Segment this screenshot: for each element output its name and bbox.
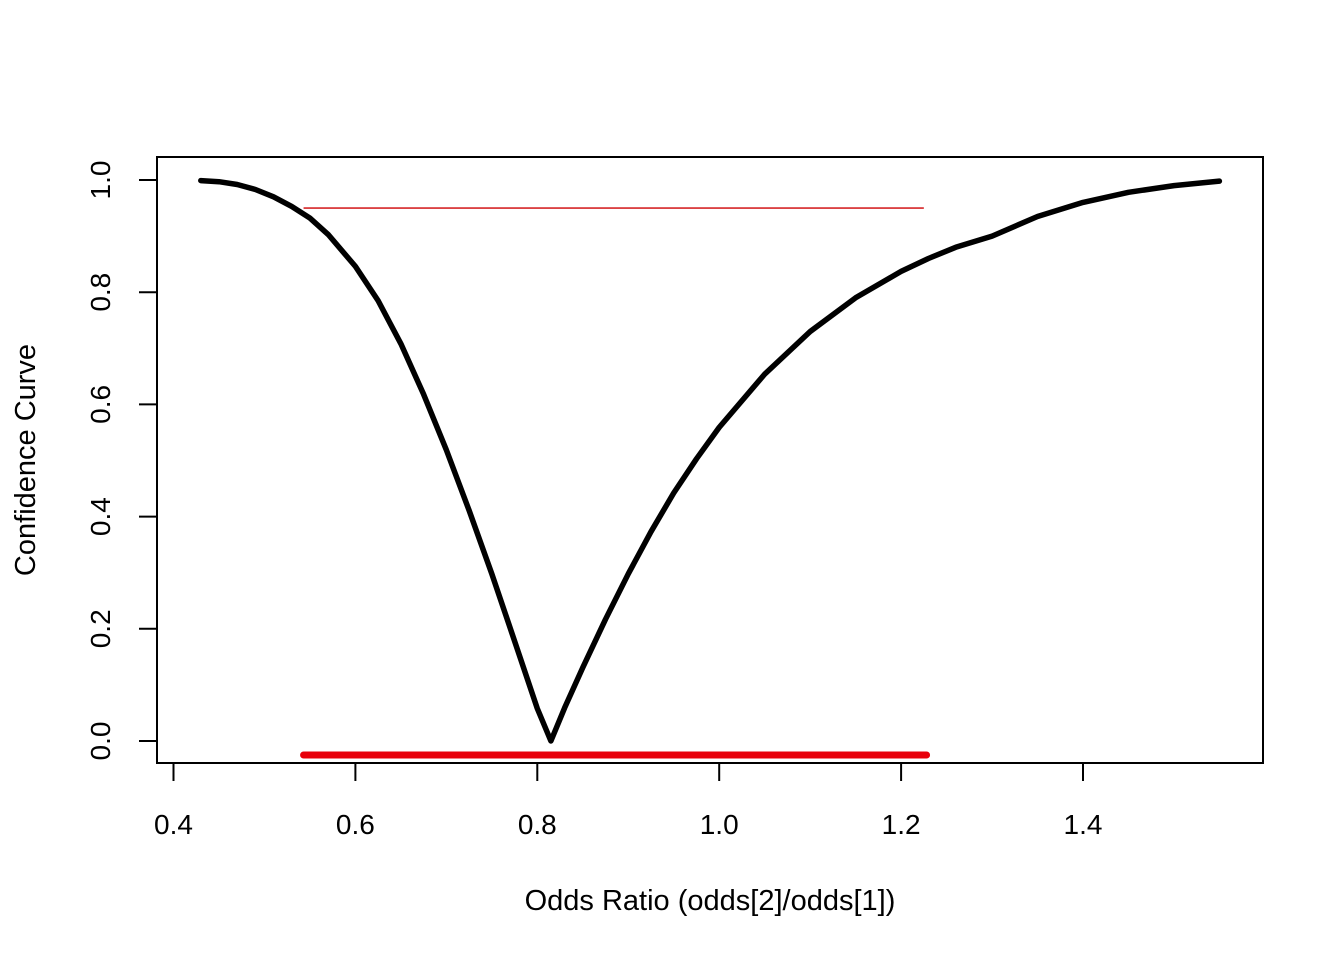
x-tick-label: 0.6	[336, 809, 375, 840]
x-axis-title: Odds Ratio (odds[2]/odds[1])	[525, 885, 896, 917]
y-axis-title: Confidence Curve	[10, 344, 42, 576]
y-tick-label: 0.4	[85, 497, 116, 536]
y-tick-label: 0.0	[85, 722, 116, 761]
confidence-curve-line	[198, 177, 1223, 744]
y-tick-label: 0.8	[85, 273, 116, 312]
x-tick-label: 1.0	[700, 809, 739, 840]
x-tick-label: 0.4	[154, 809, 193, 840]
plot-marks	[198, 177, 1223, 759]
x-tick-label: 1.4	[1064, 809, 1103, 840]
x-tick-label: 0.8	[518, 809, 557, 840]
plot-box	[156, 156, 1264, 764]
x-tick-label: 1.2	[882, 809, 921, 840]
y-tick-label: 0.2	[85, 609, 116, 648]
x-axis: 0.4 0.6 0.8 1.0 1.2 1.4	[154, 762, 1103, 840]
y-tick-label: 1.0	[85, 161, 116, 200]
y-axis: 0.0 0.2 0.4 0.6 0.8 1.0	[85, 161, 158, 761]
y-tick-label: 0.6	[85, 385, 116, 424]
